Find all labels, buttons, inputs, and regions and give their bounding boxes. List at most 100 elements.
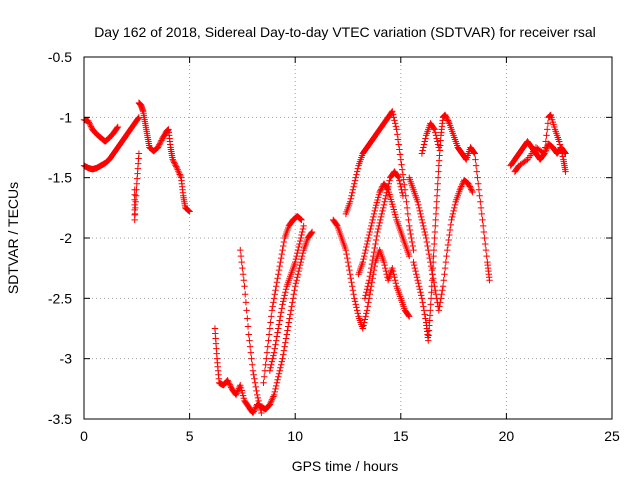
data-point — [399, 192, 407, 199]
data-point — [416, 207, 424, 215]
x-axis-ticks: 0 5 10 15 20 25 — [80, 57, 620, 444]
data-point — [433, 192, 441, 199]
data-point — [274, 376, 281, 383]
data-point — [273, 333, 281, 340]
data-point — [268, 307, 276, 314]
data-point — [270, 295, 278, 302]
y-tick-label: -0.5 — [48, 49, 72, 65]
data-point — [277, 309, 285, 316]
data-point — [267, 399, 274, 407]
data-point — [169, 156, 176, 163]
data-point — [382, 264, 389, 272]
data-point — [445, 236, 452, 244]
data-point — [156, 140, 164, 147]
chart-title: Day 162 of 2018, Sidereal Day-to-day VTE… — [94, 24, 596, 40]
data-point — [377, 216, 384, 224]
data-point — [281, 292, 288, 299]
data-point — [346, 271, 354, 278]
data-point — [439, 283, 447, 290]
data-point — [429, 275, 437, 282]
data-point — [298, 231, 305, 239]
data-point — [233, 390, 240, 397]
data-point — [413, 271, 420, 278]
data-point — [473, 168, 481, 175]
data-point — [281, 343, 288, 350]
data-point — [432, 129, 439, 136]
data-point — [299, 225, 307, 233]
data-point — [458, 183, 465, 190]
data-point — [272, 283, 280, 290]
data-point — [267, 364, 274, 371]
data-point — [114, 123, 121, 131]
data-point — [367, 268, 374, 276]
data-point — [362, 292, 369, 299]
data-point — [415, 283, 423, 290]
data-point — [350, 291, 357, 298]
data-point — [352, 174, 359, 181]
data-point — [433, 135, 440, 142]
data-point — [278, 250, 286, 258]
data-point — [426, 254, 433, 262]
data-point — [135, 150, 143, 157]
data-point — [418, 295, 426, 302]
data-point — [401, 181, 408, 188]
data-point — [423, 238, 431, 246]
data-point — [379, 207, 386, 215]
data-point — [236, 383, 243, 391]
data-point — [444, 246, 451, 254]
data-point — [432, 132, 440, 139]
data-point — [252, 383, 259, 391]
data-point — [172, 161, 179, 169]
data-point — [239, 264, 246, 272]
data-point — [444, 117, 452, 124]
data-point — [435, 168, 442, 175]
data-point — [383, 189, 390, 196]
data-point — [432, 222, 439, 230]
data-point — [239, 271, 247, 278]
data-point — [132, 192, 140, 199]
data-point — [373, 232, 381, 240]
data-point — [360, 319, 368, 326]
data-point — [430, 246, 438, 254]
data-point — [559, 153, 566, 160]
data-point — [425, 250, 433, 258]
y-tick-label: -1.5 — [48, 170, 72, 186]
data-point — [396, 180, 404, 187]
data-point — [131, 216, 138, 224]
data-point — [270, 393, 277, 400]
data-point — [558, 150, 566, 157]
data-point — [477, 198, 484, 205]
data-point — [396, 151, 404, 158]
data-point — [266, 401, 274, 408]
data-point — [359, 258, 366, 266]
data-point — [363, 310, 370, 317]
data-point — [250, 371, 257, 378]
data-point — [442, 113, 450, 120]
data-point — [431, 228, 439, 236]
data-point — [370, 210, 378, 218]
data-point — [299, 252, 306, 260]
data-point — [381, 198, 388, 205]
data-point — [275, 373, 282, 380]
data-point — [268, 358, 276, 365]
data-point — [297, 258, 305, 266]
data-point — [345, 262, 352, 270]
data-point — [394, 173, 402, 180]
data-point — [556, 141, 564, 148]
data-point — [389, 108, 396, 115]
data-point — [468, 186, 475, 193]
data-point — [443, 252, 450, 260]
data-point — [448, 213, 456, 221]
data-point — [295, 243, 302, 251]
data-point — [266, 325, 274, 332]
data-point — [367, 287, 374, 294]
data-point — [296, 261, 304, 269]
data-point — [413, 274, 421, 281]
data-point — [405, 216, 412, 224]
data-point — [344, 258, 352, 266]
data-point — [353, 168, 361, 175]
data-point — [541, 150, 548, 157]
data-point — [248, 355, 255, 362]
x-axis-title: GPS time / hours — [292, 458, 399, 474]
data-point — [225, 380, 233, 387]
